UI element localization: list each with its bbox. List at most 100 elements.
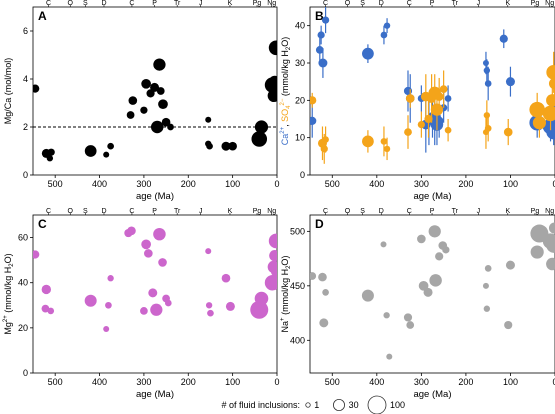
- data-point: [430, 103, 444, 116]
- y-label-base: Mg: [3, 322, 13, 335]
- data-point: [318, 272, 327, 282]
- y-tick-label: 0: [23, 368, 28, 378]
- period-label: Tr: [452, 208, 459, 215]
- data-point: [153, 227, 166, 241]
- data-point: [435, 252, 444, 261]
- data-point: [205, 116, 212, 123]
- data-point: [206, 142, 213, 150]
- y-axis-label: Ca2+, SO42− (mmol/kg H2O): [280, 37, 292, 145]
- period-label: Pg: [253, 208, 262, 215]
- x-axis-label: age (Ma): [413, 389, 451, 400]
- period-label: Tr: [174, 208, 181, 215]
- data-point: [483, 305, 491, 312]
- data-point: [505, 260, 515, 270]
- period-label: P: [152, 208, 157, 215]
- data-point: [107, 142, 114, 150]
- data-point: [406, 321, 415, 329]
- data-point: [322, 136, 329, 143]
- y-axis-label: Mg/Ca (mol/mol): [3, 58, 13, 125]
- period-label: Tr: [452, 0, 459, 7]
- y-label-unit: (mmol/kg H: [280, 269, 290, 318]
- series-so4: [310, 51, 555, 164]
- x-tick-label: 0: [552, 377, 555, 387]
- x-tick-label: 200: [181, 179, 196, 189]
- data-point: [428, 225, 441, 238]
- panel-label: C: [38, 217, 47, 231]
- y-tick-label: 6: [23, 26, 28, 36]
- period-label: Ng: [267, 0, 276, 7]
- y-tick-label: 500: [290, 226, 305, 236]
- data-point: [383, 312, 390, 319]
- x-tick-label: 500: [48, 377, 63, 387]
- data-point: [434, 116, 444, 126]
- data-point: [503, 127, 513, 137]
- data-point: [167, 123, 174, 131]
- data-point: [141, 239, 151, 250]
- data-point: [126, 111, 135, 119]
- data-point: [41, 284, 51, 295]
- y-tick-label: 450: [290, 281, 305, 291]
- data-point: [383, 22, 391, 29]
- y-label-unit: (mmol/kg H: [280, 50, 290, 99]
- x-tick-label: 300: [414, 377, 429, 387]
- data-point: [380, 241, 387, 248]
- y-label-sup: +: [280, 317, 286, 321]
- period-label: C: [46, 0, 51, 7]
- y-tick-label: 40: [295, 21, 305, 31]
- data-point: [483, 67, 491, 74]
- data-point: [532, 116, 546, 130]
- data-point: [228, 141, 237, 151]
- data-point: [207, 309, 214, 317]
- period-label: O: [345, 208, 351, 215]
- data-point: [442, 246, 450, 254]
- data-point: [499, 34, 508, 43]
- period-label: C: [323, 0, 328, 7]
- panel-d: DCOSDCPTrJKPgNg5004003002001000age (Ma)4…: [280, 208, 555, 400]
- data-point: [505, 77, 515, 87]
- period-label: K: [505, 0, 510, 7]
- x-tick-label: 300: [414, 179, 429, 189]
- data-point: [105, 301, 112, 309]
- x-axis-label: age (Ma): [136, 389, 174, 400]
- period-label: D: [379, 0, 384, 7]
- data-point: [484, 265, 492, 272]
- x-tick-label: 200: [458, 179, 473, 189]
- data-point: [156, 87, 165, 95]
- data-point: [267, 89, 277, 103]
- x-tick-label: 0: [552, 179, 555, 189]
- x-tick-label: 200: [458, 377, 473, 387]
- x-tick-label: 200: [181, 377, 196, 387]
- data-point: [417, 234, 426, 244]
- plot-frame: [32, 214, 278, 374]
- data-point: [403, 86, 413, 96]
- x-tick-label: 500: [325, 179, 340, 189]
- y-tick-label: 10: [295, 133, 305, 143]
- period-label: K: [228, 208, 233, 215]
- y-axis-label: Na+ (mmol/kg H2O): [280, 256, 292, 333]
- x-tick-label: 100: [225, 179, 240, 189]
- y-axis-label: Mg2+ (mmol/kg H2O): [3, 253, 15, 334]
- data-point: [270, 265, 277, 278]
- data-point: [251, 131, 268, 147]
- y-label-sup: 2+: [3, 315, 9, 322]
- x-tick-label: 400: [92, 179, 107, 189]
- data-point: [429, 274, 442, 287]
- data-point: [484, 124, 492, 132]
- data-point: [103, 325, 110, 332]
- data-point: [548, 222, 555, 234]
- data-point: [404, 128, 412, 136]
- data-point: [150, 82, 160, 92]
- y-label-unit-sub: 2: [9, 263, 15, 267]
- legend-label: 1: [314, 400, 319, 410]
- plot-area: [33, 40, 277, 162]
- data-point: [315, 46, 324, 54]
- data-point: [529, 101, 545, 118]
- data-point: [158, 99, 168, 110]
- data-point: [84, 145, 97, 157]
- data-point: [403, 313, 413, 322]
- period-label: S: [360, 208, 365, 215]
- data-point: [423, 287, 433, 297]
- data-point: [141, 78, 151, 89]
- legend-title: # of fluid inclusions:: [221, 400, 300, 410]
